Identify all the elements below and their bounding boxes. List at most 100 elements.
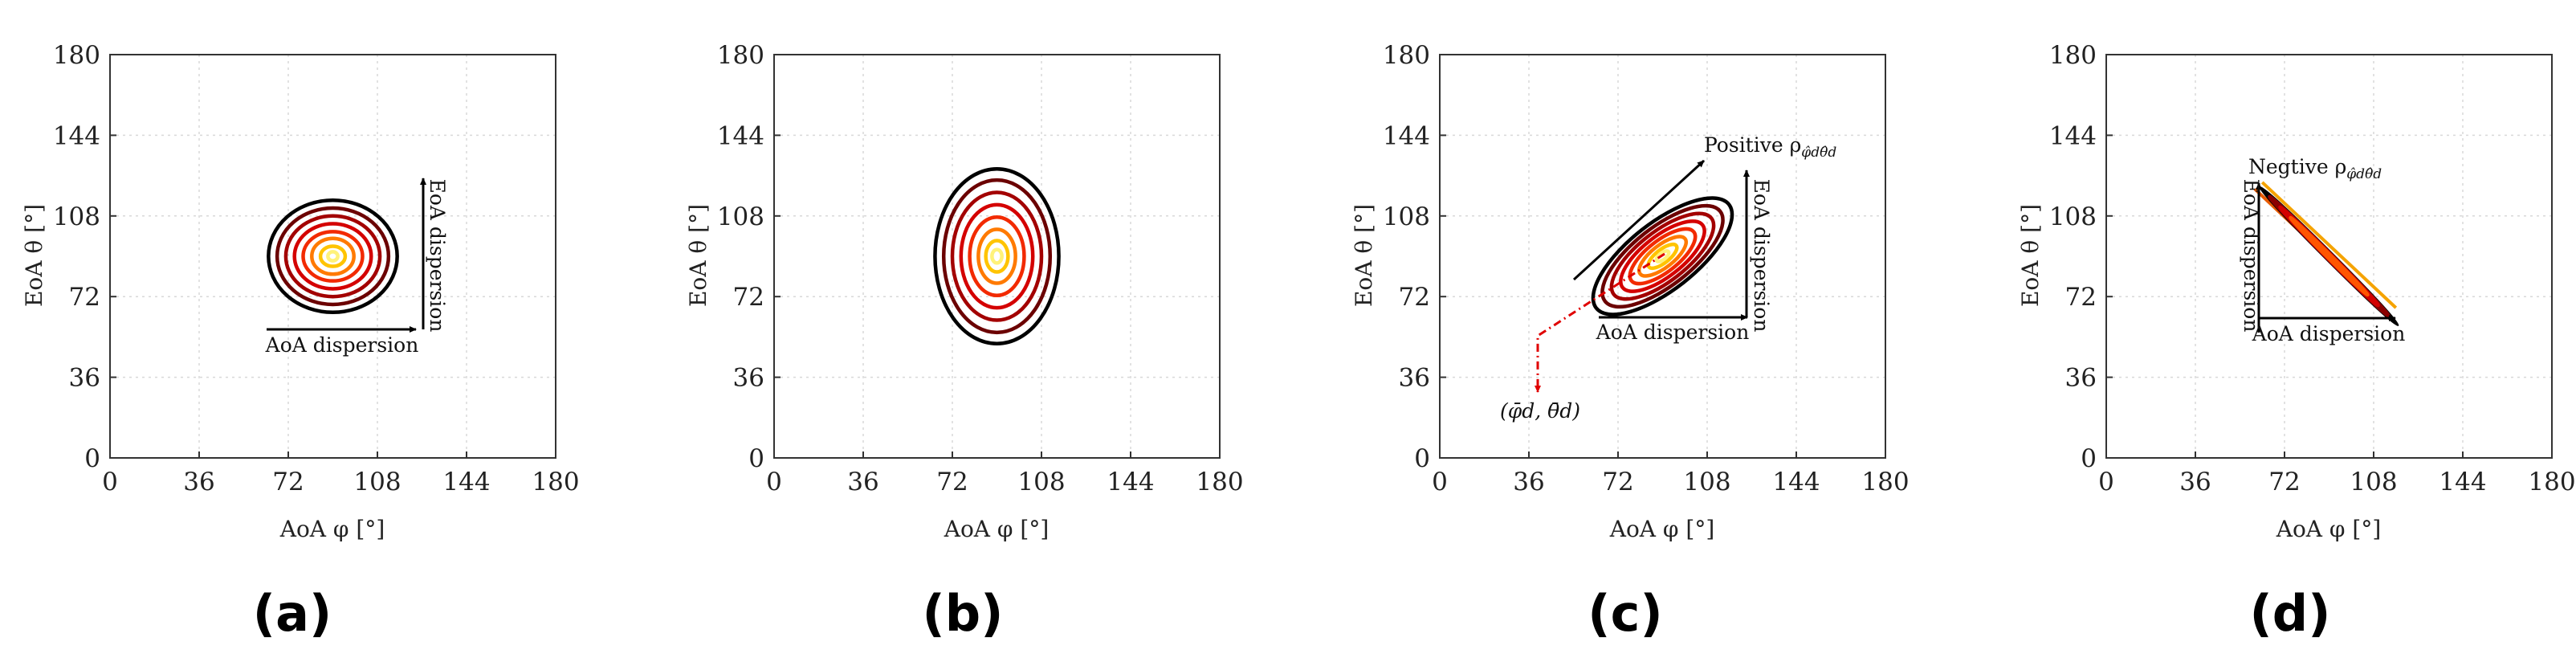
y-tick-label-b: 0 <box>748 444 764 473</box>
aoa-dispersion-label-a: AoA dispersion <box>265 333 419 357</box>
contour-b-1 <box>933 166 1061 346</box>
panel-label-b: (b) <box>922 584 1003 643</box>
contour-a-5 <box>301 230 365 283</box>
y-tick-label-b: 144 <box>717 121 764 150</box>
panel-label-a: (a) <box>253 584 332 643</box>
y-tick-label-a: 36 <box>69 364 100 393</box>
eoa-dispersion-label-d: EoA dispersion <box>2240 179 2263 333</box>
x-tick-label-a: 108 <box>353 468 401 496</box>
eoa-dispersion-label-a: EoA dispersion <box>426 179 449 333</box>
contour-c-1 <box>1591 196 1734 317</box>
plot-frame-c <box>1439 54 1886 459</box>
y-tick-label-a: 144 <box>53 121 100 150</box>
x-tick-label-c: 180 <box>1861 468 1909 496</box>
x-tick-label-a: 36 <box>183 468 214 496</box>
contour-d-4 <box>2289 215 2370 297</box>
y-tick-label-a: 108 <box>53 202 100 231</box>
eoa-dispersion-label-c: EoA dispersion <box>1750 179 1773 333</box>
y-tick-label-c: 36 <box>1399 364 1430 393</box>
contour-a-3 <box>283 214 382 299</box>
y-tick-label-a: 180 <box>53 41 100 70</box>
x-tick-label-a: 180 <box>532 468 579 496</box>
contour-b-5 <box>968 214 1026 298</box>
y-tick-label-c: 144 <box>1383 121 1430 150</box>
plot-frame-d <box>2105 54 2553 459</box>
contour-a-2 <box>275 206 391 307</box>
x-tick-label-c: 108 <box>1683 468 1730 496</box>
x-tick-label-c: 144 <box>1772 468 1820 496</box>
y-tick-label-c: 0 <box>1414 444 1430 473</box>
y-tick-label-d: 180 <box>2049 41 2097 70</box>
contour-a-6 <box>310 236 356 276</box>
y-tick-label-d: 144 <box>2049 121 2097 150</box>
y-tick-label-c: 180 <box>1383 41 1430 70</box>
contour-c-6 <box>1637 235 1688 278</box>
x-tick-label-d: 108 <box>2350 468 2397 496</box>
panel-d: 0 36 72 108 144 180 0 36 72 108 144 180 <box>2049 41 2576 496</box>
panel-b: 0 36 72 108 144 180 0 36 72 108 144 180 <box>717 41 1244 496</box>
x-tick-label-a: 144 <box>442 468 490 496</box>
y-tick-label-d: 72 <box>2065 283 2097 312</box>
x-tick-label-c: 72 <box>1602 468 1633 496</box>
panel-label-d: (d) <box>2249 584 2330 643</box>
y-tick-label-b: 108 <box>717 202 764 231</box>
contour-b-8 <box>990 247 1004 265</box>
positive-correlation-subscript: φ̂dθ̂d <box>1801 145 1836 161</box>
x-tick-label-b: 72 <box>936 468 968 496</box>
y-tick-label-d: 36 <box>2065 364 2097 393</box>
panel-a: 0 36 72 108 144 180 0 36 72 108 144 180 <box>53 41 580 496</box>
y-tick-label-c: 108 <box>1383 202 1430 231</box>
x-tick-label-c: 36 <box>1513 468 1544 496</box>
aoa-dispersion-label-d: AoA dispersion <box>2252 322 2406 345</box>
x-tick-label-b: 180 <box>1196 468 1243 496</box>
contour-a-1 <box>267 198 399 314</box>
y-axis-label-a: EoA θ [°] <box>21 204 47 307</box>
positive-correlation-text: Positive ρ <box>1704 133 1801 157</box>
y-axis-label-d: EoA θ [°] <box>2017 204 2044 307</box>
contour-c-7 <box>1646 242 1679 271</box>
y-tick-label-b: 180 <box>717 41 764 70</box>
x-axis-label-a: AoA φ [°] <box>279 516 385 542</box>
y-tick-label-d: 108 <box>2049 202 2097 231</box>
contour-c-5 <box>1628 227 1698 286</box>
x-tick-label-a: 0 <box>102 468 118 496</box>
contour-b-2 <box>941 178 1053 335</box>
y-tick-label-c: 72 <box>1399 283 1430 312</box>
positive-correlation-arrow <box>1572 159 1706 281</box>
x-tick-label-b: 36 <box>847 468 878 496</box>
positive-correlation-label: Positive ρφ̂dθ̂d <box>1704 133 1836 161</box>
y-tick-label-d: 0 <box>2081 444 2097 473</box>
x-tick-label-d: 144 <box>2439 468 2486 496</box>
y-tick-label-b: 72 <box>733 283 764 312</box>
contour-a-4 <box>292 222 373 291</box>
panel-c: 0 36 72 108 144 180 0 36 72 108 144 180 <box>1383 41 1910 496</box>
plot-area-b <box>774 55 1220 458</box>
plot-frame-b <box>773 54 1221 459</box>
x-tick-label-b: 0 <box>766 468 782 496</box>
contour-b-7 <box>984 239 1010 274</box>
contour-b-6 <box>976 227 1017 285</box>
contour-b-3 <box>950 190 1044 322</box>
panel-label-c: (c) <box>1588 584 1662 643</box>
y-axis-label-c: EoA θ [°] <box>1351 204 1377 307</box>
x-axis-label-c: AoA φ [°] <box>1609 516 1715 542</box>
x-tick-label-d: 0 <box>2098 468 2114 496</box>
x-tick-label-b: 108 <box>1017 468 1065 496</box>
contour-c-8 <box>1654 249 1671 264</box>
x-tick-label-d: 36 <box>2179 468 2211 496</box>
y-axis-label-b: EoA θ [°] <box>685 204 711 307</box>
x-axis-label-b: AoA φ [°] <box>944 516 1050 542</box>
aoa-dispersion-label-c: AoA dispersion <box>1596 321 1750 344</box>
contour-b-4 <box>959 202 1035 310</box>
contour-a-7 <box>318 244 348 268</box>
negative-correlation-subscript: φ̂dθ̂d <box>2346 166 2382 182</box>
mean-label: (φ̄d, θ̄d) <box>1500 399 1580 423</box>
plot-frame-a <box>109 54 556 459</box>
y-tick-label-a: 72 <box>69 283 100 312</box>
x-tick-label-c: 0 <box>1432 468 1448 496</box>
correlation-line-d <box>2260 181 2398 309</box>
contour-c-3 <box>1609 211 1716 301</box>
y-tick-label-a: 0 <box>84 444 100 473</box>
negative-correlation-text: Negtive ρ <box>2248 155 2346 178</box>
